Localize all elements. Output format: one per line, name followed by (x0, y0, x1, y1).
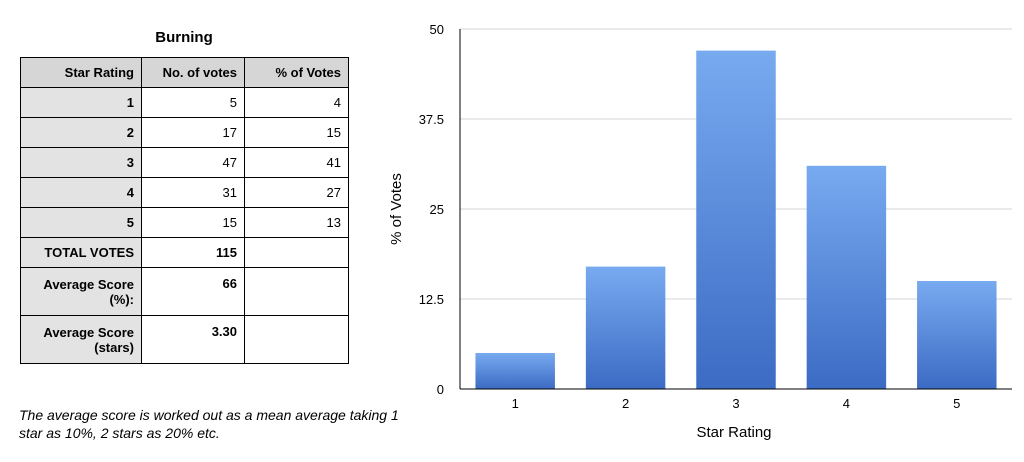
average-stars-value: 3.30 (141, 315, 245, 364)
row-rating: 3 (20, 147, 142, 178)
bar (696, 50, 776, 389)
row-percent: 41 (244, 147, 349, 178)
row-rating: 1 (20, 87, 142, 118)
average-percent-empty (244, 267, 349, 316)
y-tick-labels: 0 12.5 25 37.5 50 (419, 22, 444, 397)
bar (475, 353, 555, 389)
bar (917, 281, 997, 389)
total-votes-row: TOTAL VOTES 115 (20, 237, 349, 268)
y-tick-label: 0 (437, 382, 444, 397)
average-percent-label: Average Score (%): (20, 267, 142, 316)
x-tick-label: 1 (512, 396, 519, 411)
row-votes: 15 (141, 207, 245, 238)
footnote: The average score is worked out as a mea… (19, 407, 399, 441)
table-title: Burning (155, 29, 213, 46)
total-votes-label: TOTAL VOTES (20, 237, 142, 268)
y-tick-label: 37.5 (419, 112, 444, 127)
average-stars-row: Average Score (stars) 3.30 (20, 315, 349, 364)
stats-table: Star Rating No. of votes % of Votes 1 5 … (20, 57, 349, 364)
average-stars-empty (244, 315, 349, 364)
table-row: 1 5 4 (20, 87, 349, 118)
table-header-row: Star Rating No. of votes % of Votes (20, 57, 349, 88)
x-tick-label: 4 (843, 396, 850, 411)
y-tick-label: 50 (430, 22, 444, 37)
header-percent-of-votes: % of Votes (244, 57, 349, 88)
row-votes: 5 (141, 87, 245, 118)
average-stars-label: Average Score (stars) (20, 315, 142, 364)
x-tick-labels: 1 2 3 4 5 (512, 396, 961, 411)
table-row: 4 31 27 (20, 177, 349, 208)
table-row: 3 47 41 (20, 147, 349, 178)
row-percent: 4 (244, 87, 349, 118)
x-tick-label: 3 (732, 396, 739, 411)
y-axis-label: % of Votes (388, 173, 405, 245)
bar (585, 266, 666, 389)
header-no-of-votes: No. of votes (141, 57, 245, 88)
bar (806, 165, 887, 389)
y-tick-label: 12.5 (419, 292, 444, 307)
y-tick-label: 25 (430, 202, 444, 217)
row-votes: 47 (141, 147, 245, 178)
row-percent: 27 (244, 177, 349, 208)
x-axis-label: Star Rating (696, 424, 771, 441)
x-tick-label: 5 (953, 396, 960, 411)
x-tick-label: 2 (622, 396, 629, 411)
average-percent-row: Average Score (%): 66 (20, 267, 349, 316)
average-percent-value: 66 (141, 267, 245, 316)
bars (475, 50, 997, 389)
